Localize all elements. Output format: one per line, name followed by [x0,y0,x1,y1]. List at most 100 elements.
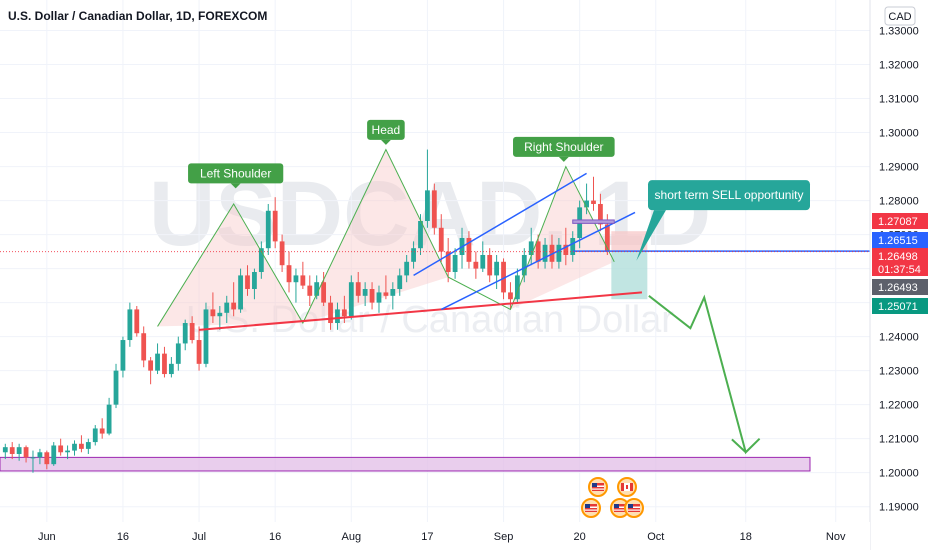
candle[interactable] [182,319,188,351]
candle[interactable] [473,251,479,279]
candle[interactable] [99,418,105,439]
candle[interactable] [521,248,527,283]
resistance-box[interactable] [572,219,615,224]
candle[interactable] [369,282,375,310]
candle[interactable] [265,203,271,255]
candle[interactable] [92,425,98,446]
candle[interactable] [72,440,77,456]
candle[interactable] [189,316,195,344]
candle[interactable] [584,183,589,215]
candle[interactable] [390,282,396,310]
candle[interactable] [494,254,500,290]
candle[interactable] [120,336,126,378]
candle[interactable] [217,306,223,330]
candle[interactable] [79,435,84,453]
candle[interactable] [293,268,299,303]
candle[interactable] [210,292,216,324]
candle[interactable] [598,193,603,232]
candle[interactable] [162,346,167,378]
pattern-labels[interactable]: Left Shoulder Head Right Shoulder short ter… [188,119,810,261]
drawings[interactable] [0,148,870,455]
sell-callout[interactable]: short term SELL opportunity [636,180,810,261]
candle[interactable] [16,443,22,461]
take-profit-zone[interactable] [611,251,648,300]
candle[interactable] [321,272,327,307]
candle[interactable] [514,268,520,303]
candle[interactable] [224,295,230,324]
candle[interactable] [535,234,541,269]
neckline[interactable] [198,291,643,331]
candle[interactable] [141,326,147,368]
label-head[interactable]: Head [367,119,405,145]
candle[interactable] [508,282,513,310]
candle[interactable] [383,275,389,300]
candle[interactable] [134,306,140,337]
candle[interactable] [307,275,313,307]
candle[interactable] [44,450,50,470]
candle[interactable] [23,445,29,463]
candle[interactable] [570,231,576,262]
candle[interactable] [58,438,64,456]
stop-loss-zone[interactable] [611,231,648,252]
candle[interactable] [196,326,202,371]
candle[interactable] [362,282,368,307]
candle[interactable] [480,241,486,273]
canada-flag-icon[interactable] [617,477,637,497]
candle[interactable] [113,363,119,409]
candle[interactable] [155,343,160,375]
event-flags[interactable] [581,477,644,518]
candle[interactable] [556,237,562,269]
candle[interactable] [238,268,243,313]
candles[interactable] [2,149,610,473]
candle[interactable] [85,438,91,454]
channel-lower-line[interactable] [440,211,636,311]
candle[interactable] [376,285,382,313]
candle[interactable] [286,251,292,293]
candle[interactable] [9,442,15,460]
label-right-shoulder[interactable]: Right Shoulder [513,136,615,162]
candle[interactable] [148,357,154,385]
candle[interactable] [30,450,36,473]
currency-badge[interactable] [884,6,916,26]
candle[interactable] [106,397,112,436]
candle[interactable] [431,183,437,235]
candle[interactable] [252,268,257,300]
us-flag-icon[interactable] [624,498,644,518]
candle[interactable] [328,295,333,330]
projection-arrow[interactable] [648,294,761,455]
candle[interactable] [445,237,451,283]
candle[interactable] [411,241,416,269]
candle[interactable] [37,448,43,465]
candle[interactable] [279,234,285,273]
candle[interactable] [314,275,320,300]
candle[interactable] [335,302,340,330]
candle[interactable] [355,272,361,303]
candle[interactable] [175,336,181,371]
candle[interactable] [438,214,444,262]
candle[interactable] [591,176,596,211]
support-zone[interactable] [0,456,811,472]
candle[interactable] [258,241,264,279]
candle[interactable] [245,265,250,296]
candle[interactable] [348,275,354,320]
candle[interactable] [65,445,70,460]
candle[interactable] [466,231,472,269]
label-left-shoulder[interactable]: Left Shoulder [188,163,284,189]
candle[interactable] [528,227,534,266]
candle[interactable] [452,248,458,279]
candle[interactable] [2,443,8,460]
candle[interactable] [127,302,133,347]
candle[interactable] [487,248,493,283]
candle[interactable] [300,261,306,290]
candle[interactable] [542,237,548,269]
candle[interactable] [203,302,209,368]
candle[interactable] [404,254,410,283]
candle[interactable] [168,357,174,378]
candle[interactable] [425,149,430,228]
candle[interactable] [397,268,403,296]
candle[interactable] [272,197,278,249]
channel-upper-line[interactable] [413,172,587,277]
candle[interactable] [231,282,237,317]
candle[interactable] [51,442,57,466]
